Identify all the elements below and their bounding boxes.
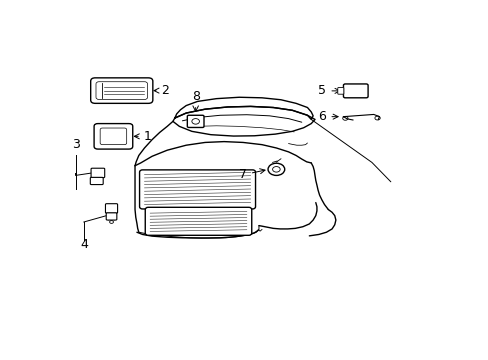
Text: 6: 6 bbox=[318, 110, 337, 123]
FancyBboxPatch shape bbox=[91, 168, 104, 177]
FancyBboxPatch shape bbox=[90, 78, 153, 103]
FancyBboxPatch shape bbox=[105, 204, 117, 213]
Text: 4: 4 bbox=[80, 238, 88, 251]
Text: 5: 5 bbox=[318, 84, 339, 97]
FancyBboxPatch shape bbox=[106, 213, 117, 220]
Text: 1: 1 bbox=[134, 130, 151, 143]
Text: 7: 7 bbox=[238, 168, 264, 181]
FancyBboxPatch shape bbox=[100, 128, 126, 145]
Text: 3: 3 bbox=[71, 138, 80, 151]
FancyBboxPatch shape bbox=[90, 177, 103, 185]
FancyBboxPatch shape bbox=[145, 207, 251, 235]
Text: 2: 2 bbox=[154, 84, 169, 97]
FancyBboxPatch shape bbox=[139, 170, 255, 209]
FancyBboxPatch shape bbox=[94, 123, 132, 149]
FancyBboxPatch shape bbox=[343, 84, 367, 98]
Text: 8: 8 bbox=[191, 90, 199, 103]
FancyBboxPatch shape bbox=[187, 115, 203, 127]
FancyBboxPatch shape bbox=[96, 82, 147, 99]
FancyBboxPatch shape bbox=[337, 87, 343, 94]
